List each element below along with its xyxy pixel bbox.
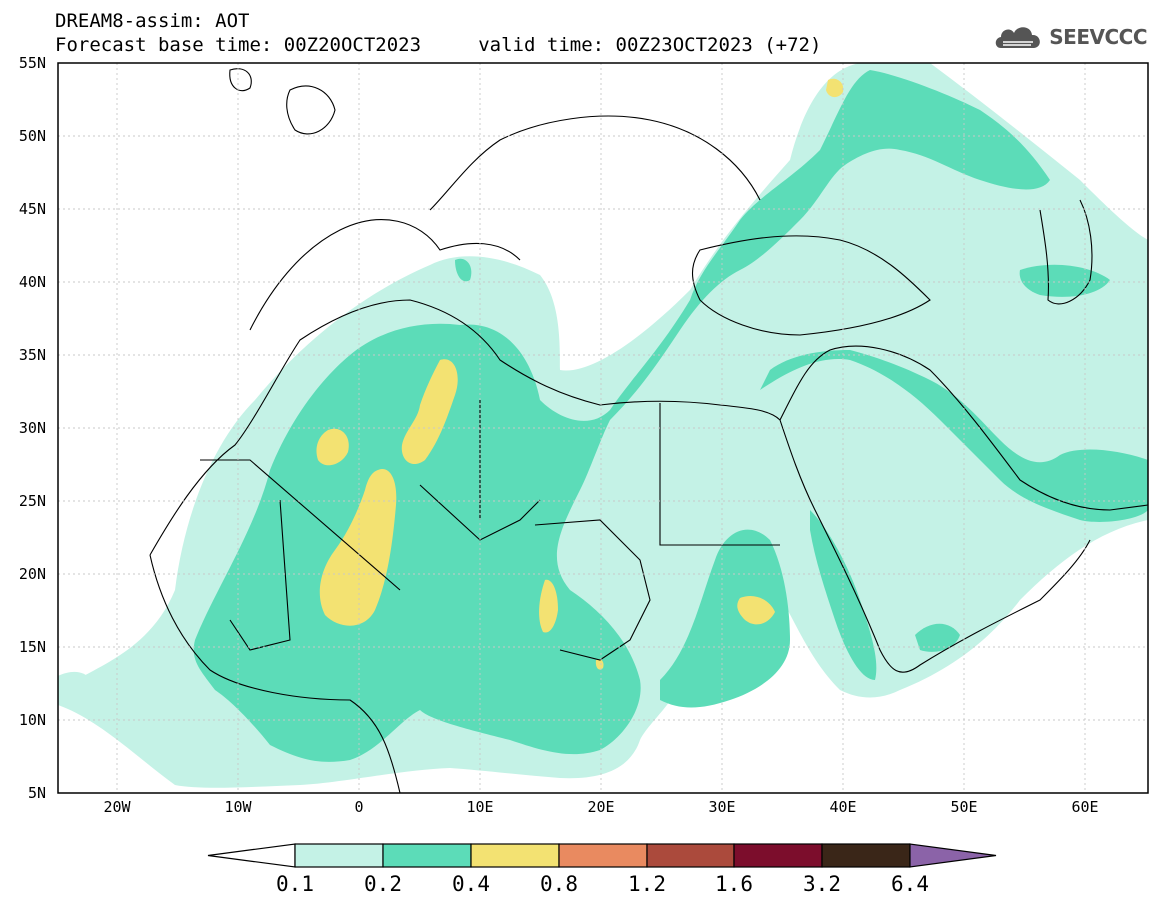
colorbar-swatch: [821, 843, 911, 868]
colorbar-swatch: [294, 843, 384, 868]
lon-label: 60E: [1071, 798, 1098, 816]
lat-label: 35N: [19, 346, 46, 364]
colorbar-label: 1.2: [628, 872, 666, 896]
lon-label: 0: [354, 798, 363, 816]
longitude-labels: 20W 10W 0 10E 20E 30E 40E 50E 60E: [103, 798, 1098, 816]
lon-label: 20W: [103, 798, 131, 816]
colorbar-label: 0.2: [364, 872, 402, 896]
lon-label: 20E: [587, 798, 614, 816]
colorbar-swatch: [733, 843, 823, 868]
lon-label: 10W: [224, 798, 252, 816]
lon-label: 10E: [466, 798, 493, 816]
lat-label: 55N: [19, 54, 46, 72]
aot-field: [58, 63, 1148, 793]
colorbar-label: 0.1: [276, 872, 314, 896]
grid-lines: [58, 63, 1148, 793]
colorbar-label: 3.2: [803, 872, 841, 896]
lat-label: 5N: [28, 784, 46, 802]
colorbar-label: 0.8: [540, 872, 578, 896]
coastlines: [149, 68, 1148, 793]
lat-label: 45N: [19, 200, 46, 218]
colorbar-low-arrow: [207, 843, 296, 868]
latitude-labels: 55N 50N 45N 40N 35N 30N 25N 20N 15N 10N …: [19, 54, 46, 802]
aot-level-0.4: [316, 78, 844, 670]
colorbar-label: 1.6: [715, 872, 753, 896]
colorbar-swatch: [382, 843, 472, 868]
logo-text: SEEVCCC: [1049, 25, 1147, 49]
colorbar-swatch: [646, 843, 735, 868]
lat-label: 10N: [19, 711, 46, 729]
colorbar: 0.1 0.2 0.4 0.8 1.2 1.6 3.2 6.4: [207, 843, 997, 896]
colorbar-high-arrow: [909, 843, 997, 868]
cloud-icon: [996, 27, 1041, 48]
lat-label: 15N: [19, 638, 46, 656]
lon-label: 40E: [829, 798, 856, 816]
colorbar-label: 0.4: [452, 872, 490, 896]
lat-label: 25N: [19, 492, 46, 510]
lat-label: 30N: [19, 419, 46, 437]
seevccc-logo: SEEVCCC: [993, 22, 1147, 52]
colorbar-label: 6.4: [891, 872, 929, 896]
map-title: DREAM8-assim: AOT: [55, 10, 250, 32]
forecast-times: Forecast base time: 00Z20OCT2023 valid t…: [55, 34, 822, 56]
colorbar-swatch: [558, 843, 648, 868]
map-frame: [57, 62, 1149, 794]
lat-label: 20N: [19, 565, 46, 583]
lon-label: 50E: [950, 798, 977, 816]
lon-label: 30E: [708, 798, 735, 816]
lat-label: 50N: [19, 127, 46, 145]
lat-label: 40N: [19, 273, 46, 291]
colorbar-swatch: [470, 843, 560, 868]
